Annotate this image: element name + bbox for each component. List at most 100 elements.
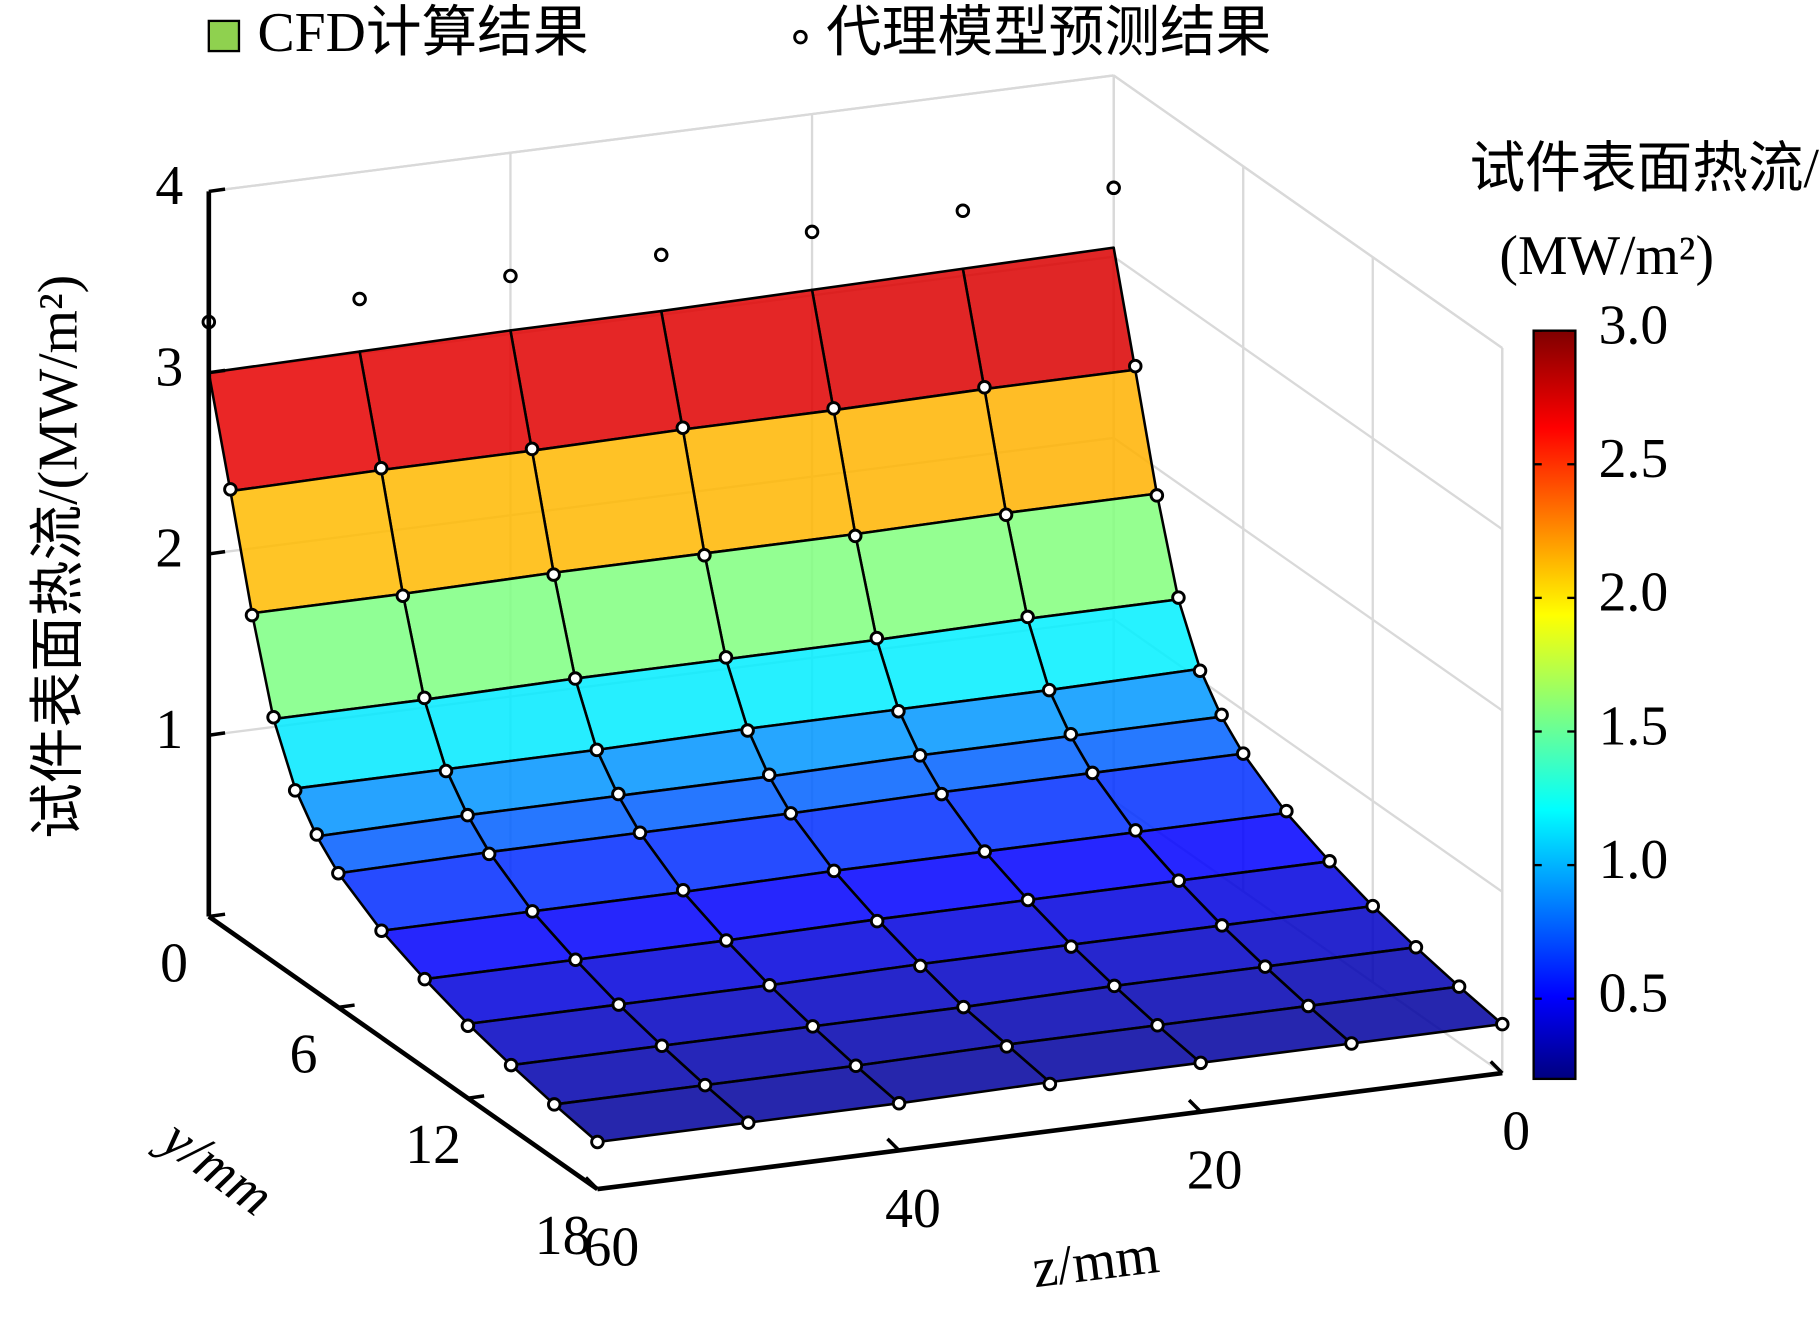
prediction-point xyxy=(999,1039,1014,1054)
prediction-point xyxy=(740,723,755,738)
z-tick-label: 60 xyxy=(584,1217,640,1279)
colorbar-tick-label: 2.5 xyxy=(1599,428,1669,490)
prediction-point xyxy=(589,742,605,758)
prediction-point xyxy=(719,933,734,948)
prediction-point xyxy=(1301,998,1316,1014)
prediction-point xyxy=(481,846,497,862)
prediction-point xyxy=(675,420,691,435)
prediction-point xyxy=(1171,873,1187,888)
prediction-point xyxy=(869,913,885,929)
prediction-point xyxy=(998,507,1014,523)
y-tick xyxy=(597,1185,614,1191)
surface-patch xyxy=(229,468,405,615)
prediction-point xyxy=(417,690,432,706)
v-tick xyxy=(208,549,226,556)
colorbar-tick-label: 3.0 xyxy=(1599,294,1669,356)
y-axis-label: y/mm xyxy=(147,1104,285,1228)
surface-patch xyxy=(681,408,857,555)
prediction-point xyxy=(654,1038,670,1053)
colorbar-tick-label: 1.5 xyxy=(1599,695,1669,757)
z-tick-label: 20 xyxy=(1187,1139,1243,1201)
grid-line xyxy=(1113,74,1503,349)
surface-patch xyxy=(530,428,706,575)
prediction-point xyxy=(826,863,842,879)
prediction-point xyxy=(891,1096,907,1111)
prediction-point xyxy=(1063,939,1079,954)
prediction-point xyxy=(1041,682,1057,698)
prediction-point xyxy=(740,1115,756,1130)
prediction-point xyxy=(977,844,993,859)
prediction-point xyxy=(1235,746,1251,761)
surface-patch xyxy=(358,329,534,472)
grid-line xyxy=(208,74,1114,193)
prediction-point xyxy=(331,865,346,881)
surface-patch xyxy=(250,592,426,721)
prediction-point xyxy=(1193,1055,1208,1071)
v-tick xyxy=(208,368,226,375)
prediction-point xyxy=(1063,726,1079,742)
prediction-point xyxy=(611,786,626,802)
z-tick xyxy=(584,1176,599,1191)
z-tick xyxy=(1187,1098,1202,1113)
prediction-point xyxy=(547,1097,562,1112)
prediction-point xyxy=(869,630,885,646)
prediction-point xyxy=(417,971,432,987)
v-tick-label: 3 xyxy=(155,336,183,398)
surface-patch xyxy=(703,532,879,661)
prediction-point xyxy=(956,999,971,1015)
v-tick xyxy=(208,731,226,737)
prediction-point xyxy=(374,923,389,938)
prediction-point xyxy=(1085,765,1100,781)
prediction-point xyxy=(1107,978,1122,994)
prediction-point xyxy=(590,1134,605,1150)
prediction-point xyxy=(1128,823,1143,838)
legend-label: 代理模型预测结果 xyxy=(826,2,1271,64)
prediction-point xyxy=(805,1019,820,1034)
prediction-point xyxy=(460,807,475,823)
colorbar-title: 试件表面热流/ xyxy=(1470,138,1819,200)
surface-patch xyxy=(509,309,685,452)
surface-patch xyxy=(207,350,383,493)
prediction-point xyxy=(1214,707,1229,723)
surface-layer xyxy=(201,180,1510,1150)
prediction-point xyxy=(546,567,561,582)
v-tick xyxy=(208,187,226,194)
prediction-point xyxy=(761,767,777,782)
prediction-point xyxy=(955,203,971,219)
legend-marker xyxy=(793,29,808,45)
prediction-point xyxy=(1257,959,1273,974)
prediction-point xyxy=(891,703,906,719)
y-tick-label: 6 xyxy=(290,1023,318,1085)
z-tick xyxy=(886,1137,901,1152)
y-tick xyxy=(208,912,226,919)
prediction-point xyxy=(913,958,928,974)
legend: CFD计算结果 代理模型预测结果 xyxy=(207,2,1271,64)
surface-patch xyxy=(401,571,577,701)
y-tick-label: 0 xyxy=(160,932,188,994)
prediction-point xyxy=(934,786,949,802)
prediction-point xyxy=(1192,663,1208,678)
z-axis-label: z/mm xyxy=(1029,1223,1162,1300)
prediction-point xyxy=(1495,1016,1510,1032)
surface-patch xyxy=(552,552,728,680)
prediction-point xyxy=(223,482,238,497)
prediction-point xyxy=(373,460,389,476)
prediction-point xyxy=(1020,892,1036,908)
surface-patch xyxy=(810,267,986,412)
prediction-point xyxy=(762,977,777,993)
z-axis xyxy=(597,1070,1503,1192)
prediction-point xyxy=(266,709,281,725)
y-tick-label: 12 xyxy=(405,1114,461,1176)
y-tick xyxy=(467,1094,485,1100)
surface-patch xyxy=(961,246,1137,391)
prediction-point xyxy=(977,379,992,395)
prediction-point xyxy=(352,291,367,307)
z-tick-label: 0 xyxy=(1502,1101,1530,1163)
prediction-point xyxy=(567,671,583,686)
prediction-point xyxy=(568,952,583,968)
z-tick-label: 40 xyxy=(885,1178,941,1240)
prediction-point xyxy=(1149,488,1165,503)
colorbar-title: (MW/m²) xyxy=(1499,225,1714,287)
